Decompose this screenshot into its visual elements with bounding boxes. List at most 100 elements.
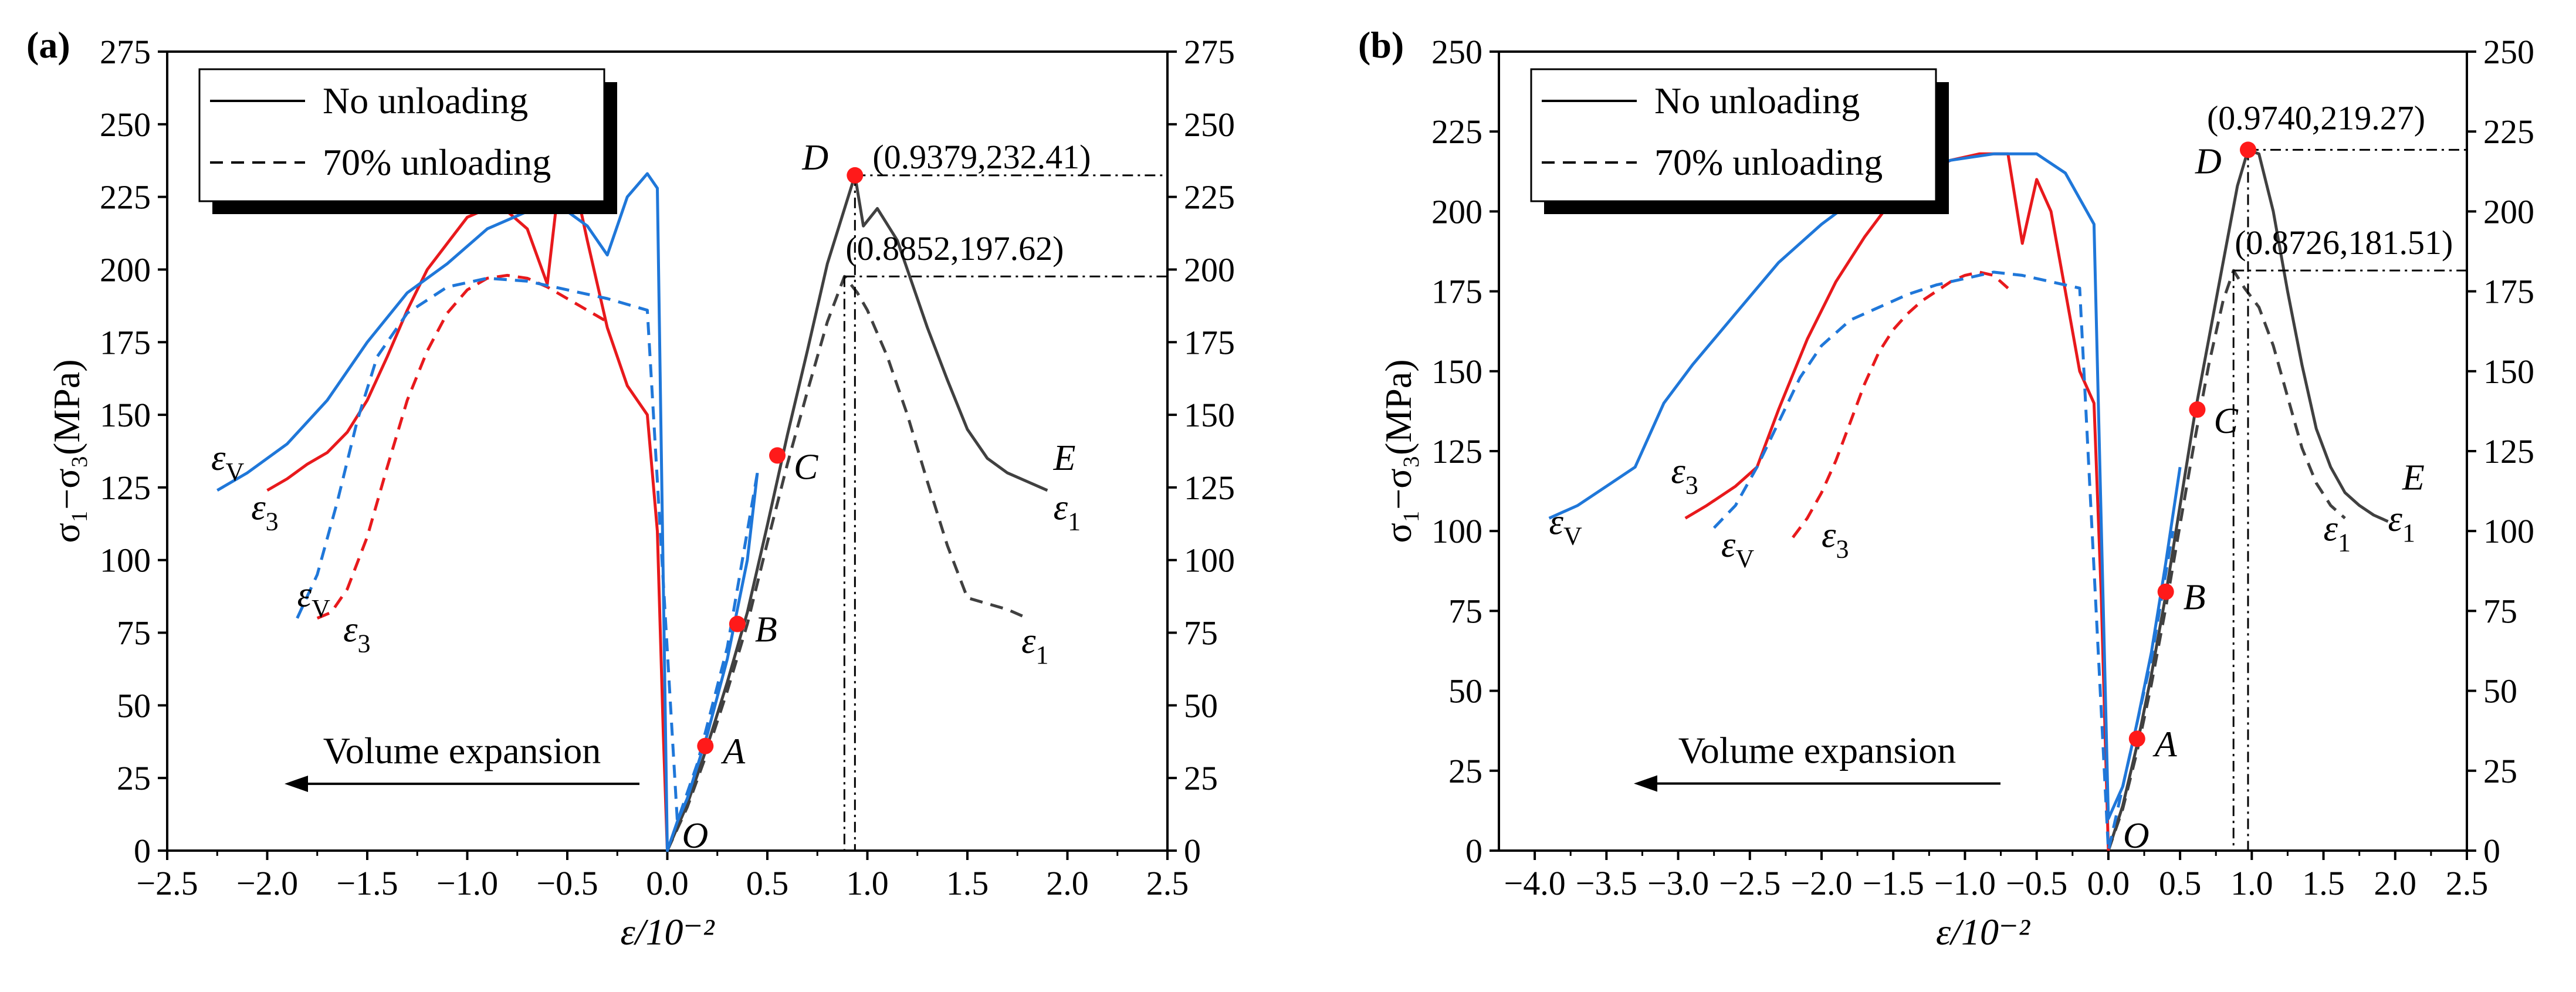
chart-panel-a: −2.5 −2.0 −1.5 −1.0 −0.5 0.0 0.5 1.0 1.5 2.0 2.50 0…: [26, 24, 1235, 953]
y-tick-label-right: 75: [2483, 592, 2517, 630]
x-tick-label: 2.0: [2374, 864, 2417, 902]
volume-expansion-label: Volume expansion: [1678, 730, 1956, 771]
y-tick-label-right: 0: [1184, 832, 1201, 870]
y-tick-label-left: 175: [1431, 273, 1482, 311]
peak-solid-label: (0.9740,219.27): [2207, 99, 2425, 137]
point-marker: [697, 737, 714, 754]
point-marker: [769, 447, 786, 464]
y-tick-label-right: 200: [2483, 192, 2534, 231]
point-label: D: [2195, 141, 2222, 181]
x-tick-label: 0.0: [646, 864, 689, 902]
y-tick-label-right: 275: [1184, 33, 1235, 71]
peak-dashed-label: (0.8726,181.51): [2235, 224, 2453, 262]
x-tick-label: 2.5: [1146, 864, 1189, 902]
curve-label: εV: [1721, 525, 1754, 573]
peak-solid-label: (0.9379,232.41): [872, 138, 1091, 176]
y-tick-label-left: 25: [117, 759, 151, 797]
series-line: [266, 172, 669, 851]
curve-label: εV: [1549, 503, 1582, 551]
series-line: [1548, 152, 2182, 820]
y-tick-label-left: 100: [1431, 512, 1482, 550]
volume-expansion-arrowhead: [1634, 775, 1657, 792]
legend-label: No unloading: [1654, 80, 1860, 121]
y-tick-label-right: 200: [1184, 250, 1235, 289]
y-tick-label-left: 0: [1465, 832, 1482, 870]
legend-label: 70% unloading: [1654, 141, 1883, 183]
y-tick-label-left: 200: [1431, 192, 1482, 231]
legend-label: No unloading: [323, 80, 528, 121]
y-tick-label-left: 200: [100, 250, 151, 289]
x-tick-label: 0.5: [2159, 864, 2202, 902]
y-tick-label-left: 50: [117, 686, 151, 724]
x-tick-label: 1.0: [2230, 864, 2273, 902]
x-tick-label: 1.5: [946, 864, 989, 902]
x-tick-label: −4.0: [1504, 864, 1566, 902]
y-tick-label-right: 150: [2483, 353, 2534, 391]
x-tick-label: −2.0: [1790, 864, 1852, 902]
y-tick-label-right: 25: [1184, 759, 1218, 797]
x-tick-label: −1.0: [1934, 864, 1996, 902]
point-marker: [729, 615, 746, 632]
curve-label: E: [2402, 458, 2425, 497]
x-tick-label: −2.5: [1719, 864, 1780, 902]
y-tick-label-right: 175: [2483, 273, 2534, 311]
y-tick-label-left: 150: [1431, 353, 1482, 391]
curve-label: ε3: [251, 487, 278, 536]
curve-label: E: [1053, 438, 1076, 478]
x-tick-label: 0.5: [746, 864, 789, 902]
y-tick-label-right: 100: [1184, 541, 1235, 580]
x-tick-label: −3.5: [1576, 864, 1637, 902]
y-tick-label-right: 125: [2483, 432, 2534, 470]
y-tick-label-left: 75: [1448, 592, 1482, 630]
y-tick-label-left: 25: [1448, 752, 1482, 790]
point-marker: [847, 167, 864, 184]
point-label: A: [2152, 724, 2178, 764]
y-tick-label-left: 175: [100, 323, 151, 361]
point-label: B: [755, 610, 777, 650]
point-label: A: [720, 732, 746, 772]
legend-box: [1530, 68, 1937, 202]
chart-panel-b: −4.0 −3.5 −3.0 −2.5 −2.0 −1.5 −1.0 −0.5 0.0 0.5 1.…: [1358, 24, 2534, 953]
x-tick-label: 1.0: [846, 864, 889, 902]
y-tick-label-left: 275: [100, 33, 151, 71]
x-tick-label: −1.5: [336, 864, 398, 902]
y-tick-label-right: 125: [1184, 469, 1235, 507]
x-tick-label: −2.0: [236, 864, 298, 902]
y-tick-label-left: 125: [100, 469, 151, 507]
y-tick-label-right: 75: [1184, 614, 1218, 652]
legend-label: 70% unloading: [323, 141, 551, 183]
curve-label: ε1: [2324, 509, 2351, 557]
peak-dashed-label: (0.8852,197.62): [845, 229, 1064, 268]
y-tick-label-right: 225: [2483, 113, 2534, 151]
series-line: [666, 275, 1028, 852]
point-marker: [2239, 141, 2256, 158]
x-tick-label: −2.5: [136, 864, 198, 902]
y-tick-label-right: 250: [1184, 106, 1235, 144]
series-line: [316, 273, 608, 620]
legend-box: [198, 68, 605, 202]
x-tick-label: 1.5: [2302, 864, 2345, 902]
y-tick-label-right: 0: [2483, 832, 2500, 870]
series-line: [1712, 270, 2175, 852]
y-tick-label-right: 25: [2483, 752, 2517, 790]
curve-label: ε3: [1671, 451, 1698, 499]
x-tick-label: −1.0: [436, 864, 498, 902]
volume-expansion-label: Volume expansion: [323, 730, 601, 771]
y-axis-label: σ₁−σ₃(MPa): [1377, 359, 1419, 543]
point-marker: [2189, 401, 2206, 418]
point-label: O: [682, 816, 709, 856]
x-axis-label: ε/10⁻²: [621, 911, 716, 953]
x-tick-label: 2.5: [2446, 864, 2489, 902]
curve-label: εV: [297, 575, 330, 623]
curve-label: εV: [211, 438, 244, 486]
point-label: B: [2184, 578, 2206, 618]
x-tick-label: −3.0: [1647, 864, 1709, 902]
y-tick-label-right: 150: [1184, 396, 1235, 434]
y-tick-label-right: 100: [2483, 512, 2534, 550]
y-tick-label-left: 150: [100, 396, 151, 434]
x-tick-label: −0.5: [536, 864, 598, 902]
point-label: C: [2213, 401, 2238, 441]
y-tick-label-left: 225: [100, 178, 151, 216]
volume-expansion-arrowhead: [285, 776, 308, 793]
